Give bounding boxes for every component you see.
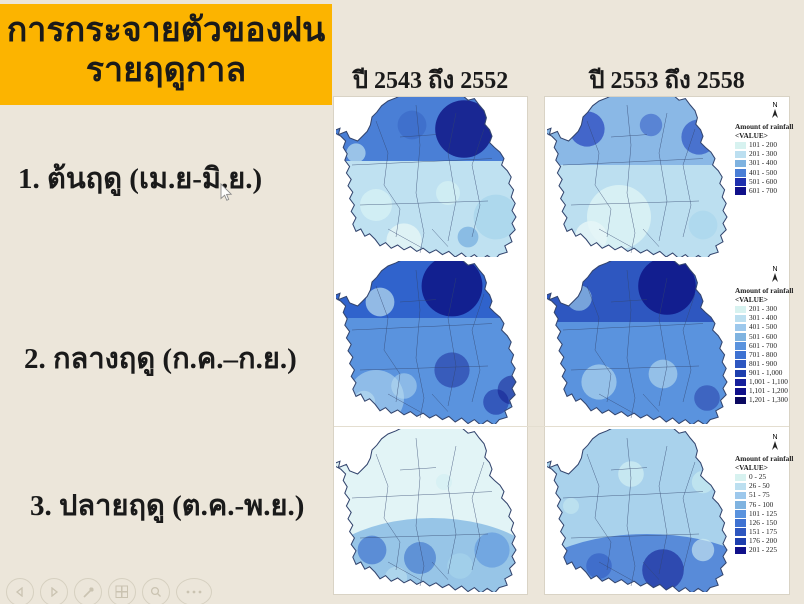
svg-text:N: N [772, 266, 777, 273]
svg-text:N: N [772, 434, 777, 441]
svg-text:N: N [772, 102, 777, 109]
